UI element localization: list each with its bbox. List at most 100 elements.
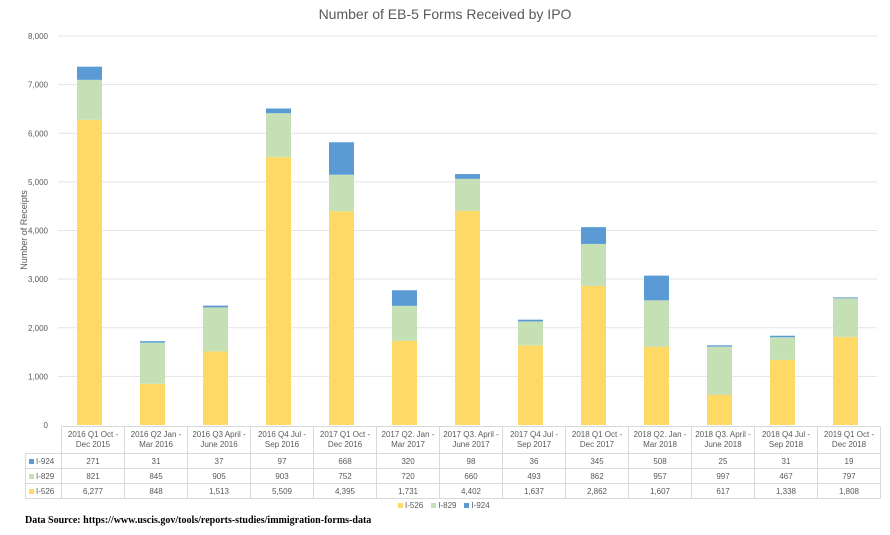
bar-i-526 (140, 383, 165, 425)
data-label: 1,637 (502, 483, 566, 499)
data-label: 31 (754, 453, 818, 469)
bar-i-924 (455, 174, 480, 179)
data-label: 1,808 (817, 483, 881, 499)
legend-label: I-526 (405, 501, 424, 510)
data-label: 31 (124, 453, 188, 469)
x-tick-label-line: 2017 Q4 Jul - (509, 430, 559, 439)
x-tick-label-line: 2019 Q1 Oct - (823, 430, 875, 439)
x-tick-label: 2017 Q2. Jan - Mar 2017 (376, 426, 440, 454)
bar-i-924 (266, 108, 291, 114)
legend-swatch-icon (398, 503, 403, 509)
x-tick-label-line: 2016 Q2 Jan - (130, 430, 182, 439)
bar-i-924 (203, 305, 228, 308)
x-tick-label: 2018 Q3. April - June 2018 (691, 426, 755, 454)
data-label: 98 (439, 453, 503, 469)
x-tick-label-line: Mar 2018 (643, 440, 677, 449)
legend-swatch-icon (431, 503, 437, 509)
bar-i-829 (203, 307, 228, 352)
data-label: 617 (691, 483, 755, 499)
bar-i-526 (203, 351, 228, 425)
legend-swatch-icon (464, 503, 470, 509)
bar-i-526 (833, 337, 858, 425)
bar-i-829 (707, 346, 732, 395)
y-tick-label: 5,000 (28, 178, 49, 187)
data-label: 97 (250, 453, 314, 469)
data-label: 2,862 (565, 483, 629, 499)
data-label: 848 (124, 483, 188, 499)
bar-i-829 (77, 79, 102, 120)
x-tick-label-line: June 2018 (704, 440, 742, 449)
series-name: I-924 (36, 456, 55, 466)
table-row: I-924 271 31 37 97 668 320 98 36 345 508 25 31 19 (25, 453, 881, 469)
series-swatch-icon (29, 473, 34, 479)
data-label: 493 (502, 468, 566, 484)
data-label: 6,277 (61, 483, 125, 499)
data-label: 36 (502, 453, 566, 469)
data-label: 508 (628, 453, 692, 469)
bar-i-924 (833, 297, 858, 299)
series-swatch-icon (29, 458, 34, 464)
x-tick-label-line: 2018 Q4 Jul - (761, 430, 811, 439)
x-tick-label-line: 2018 Q2. Jan - (633, 430, 687, 439)
bar-i-526 (77, 119, 102, 425)
chart-title: Number of EB-5 Forms Received by IPO (318, 6, 572, 22)
bar-i-526 (581, 285, 606, 425)
x-tick-label-line: June 2017 (452, 440, 490, 449)
bar-i-829 (140, 342, 165, 384)
bar-i-924 (707, 345, 732, 347)
bar-i-924 (581, 227, 606, 244)
x-tick-label-line: Mar 2016 (139, 440, 173, 449)
bar-i-924 (140, 341, 165, 343)
data-table: 2016 Q1 Oct - Dec 2015 2016 Q2 Jan - Mar 20… (25, 426, 881, 499)
bar-i-526 (707, 394, 732, 425)
x-tick-label-line: Mar 2017 (391, 440, 425, 449)
x-tick-label-line: 2017 Q1 Oct - (319, 430, 371, 439)
data-label: 37 (187, 453, 251, 469)
x-tick-label: 2016 Q3 April - June 2016 (187, 426, 251, 454)
x-tick-label: 2017 Q3. April - June 2017 (439, 426, 503, 454)
x-tick-label-line: June 2016 (200, 440, 238, 449)
table-series-key: I-829 (25, 468, 62, 484)
data-label: 668 (313, 453, 377, 469)
data-label: 1,338 (754, 483, 818, 499)
bar-i-924 (770, 335, 795, 338)
table-series-key: I-924 (25, 453, 62, 469)
data-source: Data Source: https://www.uscis.gov/tools… (25, 515, 372, 526)
bar-i-829 (581, 243, 606, 286)
x-tick-label-line: Sep 2016 (264, 440, 300, 449)
bar-i-829 (770, 337, 795, 360)
bar-i-829 (329, 174, 354, 212)
data-label: 720 (376, 468, 440, 484)
legend-label: I-829 (438, 501, 457, 510)
bar-i-526 (392, 340, 417, 425)
data-label: 957 (628, 468, 692, 484)
x-tick-label-line: Sep 2017 (516, 440, 552, 449)
data-label: 797 (817, 468, 881, 484)
data-label: 821 (61, 468, 125, 484)
data-label: 903 (250, 468, 314, 484)
data-label: 345 (565, 453, 629, 469)
series-swatch-icon (29, 488, 34, 494)
bar-i-526 (644, 346, 669, 425)
legend-label: I-924 (471, 501, 490, 510)
y-tick-label: 6,000 (28, 129, 49, 138)
bar-i-526 (770, 359, 795, 425)
y-tick-label: 8,000 (28, 32, 49, 41)
x-tick-label-line: Dec 2016 (327, 440, 363, 449)
x-tick-label: 2018 Q4 Jul - Sep 2018 (754, 426, 818, 454)
table-row: I-829 821 845 905 903 752 720 660 493 862 957 997 46… (25, 468, 881, 484)
data-label: 862 (565, 468, 629, 484)
bar-i-526 (455, 210, 480, 425)
x-tick-label: 2018 Q2. Jan - Mar 2018 (628, 426, 692, 454)
data-label: 4,395 (313, 483, 377, 499)
bar-i-829 (392, 305, 417, 341)
x-tick-label: 2017 Q1 Oct - Dec 2016 (313, 426, 377, 454)
data-label: 905 (187, 468, 251, 484)
bar-i-526 (329, 211, 354, 425)
x-tick-label: 2016 Q1 Oct - Dec 2015 (61, 426, 125, 454)
data-label: 1,513 (187, 483, 251, 499)
x-tick-label: 2016 Q4 Jul - Sep 2016 (250, 426, 314, 454)
x-tick-label-line: 2018 Q1 Oct - (571, 430, 623, 439)
x-tick-label-line: 2017 Q3. April - (443, 430, 499, 439)
bar-i-829 (455, 178, 480, 211)
